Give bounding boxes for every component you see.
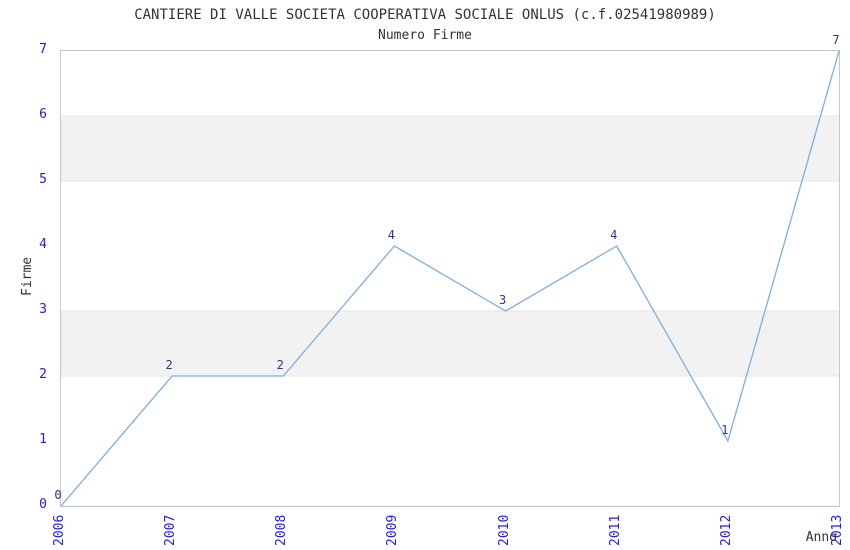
x-tick-label: 2006	[52, 514, 67, 546]
x-tick-label: 2012	[718, 514, 734, 546]
y-tick-label: 6	[39, 107, 47, 122]
point-label: 0	[54, 488, 62, 502]
chart-title: CANTIERE DI VALLE SOCIETA COOPERATIVA SO…	[134, 7, 716, 23]
line-series	[60, 50, 840, 507]
point-label: 1	[721, 423, 729, 437]
y-tick-label: 2	[39, 367, 47, 382]
y-tick-label: 3	[39, 302, 47, 317]
y-tick-label: 4	[39, 237, 47, 252]
x-tick-label: 2010	[496, 514, 512, 546]
x-axis-title: Anno	[805, 530, 837, 545]
x-tick-label: 2009	[385, 514, 401, 546]
y-tick-label: 0	[39, 497, 47, 512]
point-label: 3	[498, 293, 507, 307]
point-label: 2	[276, 358, 284, 372]
point-label: 7	[832, 33, 840, 47]
x-tick-label: 2007	[163, 514, 179, 546]
x-tick-label: 2011	[607, 514, 623, 546]
plot-area	[60, 50, 840, 507]
chart-subtitle: Numero Firme	[378, 28, 472, 43]
point-label: 2	[165, 358, 173, 372]
y-tick-label: 5	[39, 172, 47, 187]
x-tick-label: 2008	[274, 514, 290, 546]
y-tick-label: 1	[39, 432, 47, 447]
line-chart-svg	[60, 50, 840, 507]
point-label: 4	[610, 228, 618, 242]
y-tick-label: 7	[39, 42, 47, 57]
y-axis-title: Firme	[20, 256, 35, 296]
point-label: 4	[387, 228, 396, 242]
